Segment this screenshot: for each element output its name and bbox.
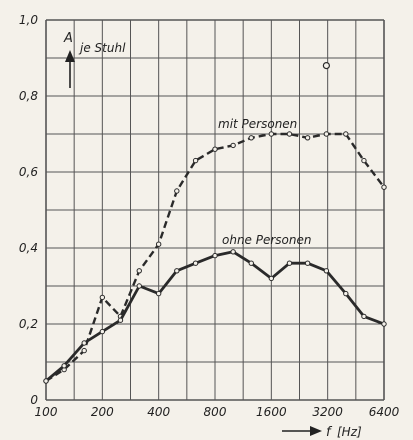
x-tick-label: 100 — [35, 405, 58, 419]
data-point-ohne-personen — [323, 268, 330, 274]
data-point-mit-personen — [361, 157, 367, 164]
series-label-mit-personen: mit Personen — [218, 117, 297, 131]
data-point-ohne-personen — [304, 260, 311, 266]
y-axis-label-main: A — [63, 31, 73, 46]
y-axis-ticks: 0 0,2 0,4 0,6 0,8 1,0 — [19, 13, 38, 407]
data-point-ohne-personen — [43, 378, 49, 384]
data-point-ohne-personen — [230, 249, 236, 255]
y-tick-label: 0,2 — [19, 317, 38, 331]
x-tick-label: 200 — [91, 405, 114, 419]
data-point-mit-personen — [248, 135, 254, 141]
series-label-ohne-personen: ohne Personen — [222, 233, 312, 247]
data-point-ohne-personen — [212, 252, 218, 259]
data-point-ohne-personen — [343, 290, 349, 297]
x-tick-label: 6400 — [369, 405, 400, 419]
y-tick-label: 0,4 — [19, 241, 38, 255]
y-tick-label: 0,6 — [19, 165, 38, 179]
data-point-mit-personen — [136, 268, 142, 274]
data-point-mit-personen — [286, 131, 293, 137]
data-point-ohne-personen — [117, 317, 124, 323]
data-point-mit-personen — [268, 131, 275, 137]
data-point-mit-personen — [323, 131, 330, 137]
data-point-ohne-personen — [361, 313, 367, 320]
y-axis-label-sub: je Stuhl — [78, 41, 126, 55]
x-tick-label: 400 — [147, 405, 170, 419]
y-tick-label: 0 — [30, 393, 38, 407]
x-tick-label: 1600 — [256, 405, 287, 419]
series-group — [43, 61, 387, 384]
data-point-ohne-personen — [192, 260, 199, 266]
x-tick-label: 800 — [204, 405, 227, 419]
data-point-ohne-personen — [174, 268, 180, 274]
x-axis-arrow-icon — [282, 426, 322, 436]
data-point-ohne-personen — [81, 340, 87, 346]
data-point-ohne-personen — [61, 363, 67, 369]
data-point-ohne-personen — [286, 260, 293, 266]
y-tick-label: 0,8 — [19, 89, 38, 103]
x-axis-label-unit: [Hz] — [337, 425, 362, 439]
data-point-ohne-personen — [136, 283, 142, 289]
data-point-ohne-personen — [268, 275, 275, 282]
data-point-ohne-personen — [99, 328, 106, 335]
grid — [45, 19, 385, 401]
data-point-mit-personen — [212, 146, 218, 152]
x-axis-ticks: 100 200 400 800 1600 3200 6400 — [35, 405, 400, 419]
data-point-ohne-personen — [381, 321, 387, 327]
y-tick-label: 1,0 — [19, 13, 38, 27]
data-point-mit-personen — [155, 241, 162, 247]
data-point-mit-personen — [81, 347, 87, 354]
x-axis-label-main: f — [326, 425, 333, 440]
y-axis-arrow-icon — [65, 50, 75, 88]
data-point-mit-personen — [304, 135, 311, 141]
x-tick-label: 3200 — [312, 405, 343, 419]
data-point-mit-personen — [381, 184, 387, 190]
data-point-ohne-personen — [248, 260, 254, 266]
data-point-ohne-personen — [155, 290, 162, 297]
outlier-point — [322, 61, 330, 70]
data-point-mit-personen — [174, 188, 180, 194]
data-point-mit-personen — [99, 294, 106, 301]
data-point-mit-personen — [230, 142, 236, 149]
data-point-mit-personen — [192, 157, 199, 164]
data-point-mit-personen — [343, 131, 349, 137]
